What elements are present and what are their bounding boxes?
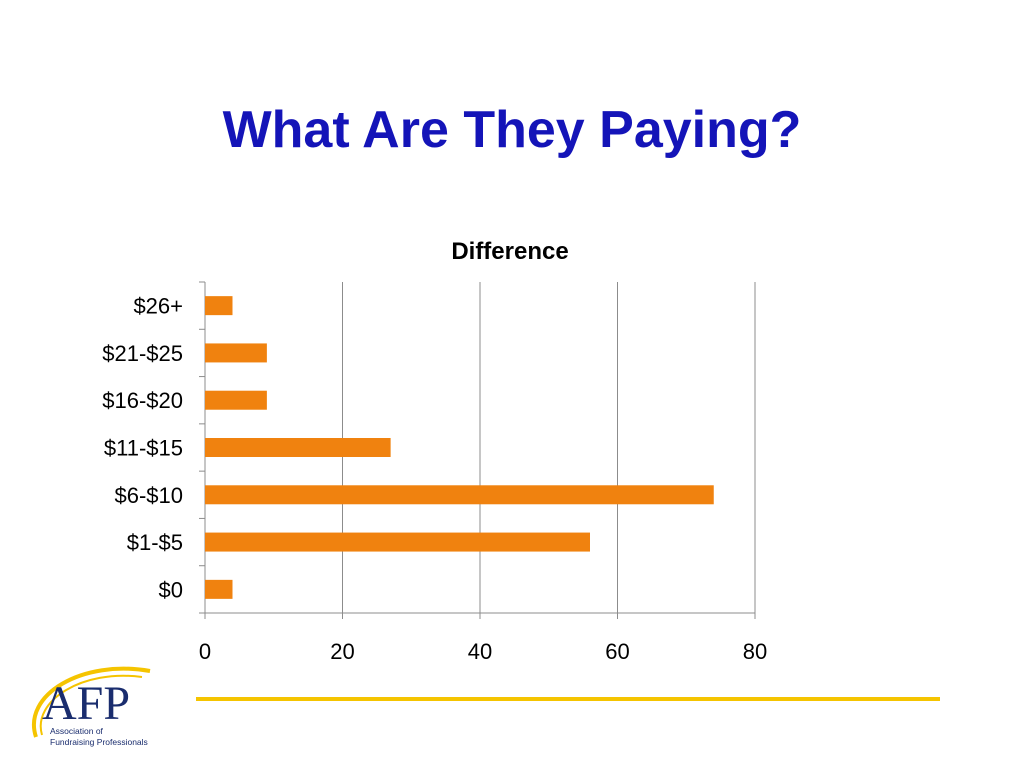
chart-title: Difference xyxy=(451,238,568,265)
bar-1 xyxy=(205,532,590,552)
x-tick-label-3: 60 xyxy=(605,639,629,664)
x-tick-label-4: 80 xyxy=(743,639,767,664)
logo-arc xyxy=(32,666,151,738)
x-tick-label-1: 20 xyxy=(330,639,354,664)
slide-title: What Are They Paying? xyxy=(222,101,802,159)
chart-x-tick-labels: 0 20 40 60 80 xyxy=(199,639,767,664)
category-label-4: $16-$20 xyxy=(102,388,183,413)
category-label-0: $0 xyxy=(159,577,183,602)
bar-3 xyxy=(205,438,391,457)
logo-wordmark: AFP xyxy=(42,677,130,730)
category-label-2: $6-$10 xyxy=(114,483,183,508)
bar-0 xyxy=(205,579,233,599)
x-tick-label-2: 40 xyxy=(468,639,492,664)
chart-bars xyxy=(205,296,714,599)
afp-logo: AFP Association of Fundraising Professio… xyxy=(32,666,151,747)
chart-category-labels: $0 $1-$5 $6-$10 $11-$15 $16-$20 $21-$25 $26+ xyxy=(102,294,183,603)
chart-axes xyxy=(199,281,756,619)
bar-6 xyxy=(205,296,233,316)
logo-arc-inner xyxy=(39,674,143,736)
chart-gridlines xyxy=(342,282,756,613)
category-label-1: $1-$5 xyxy=(127,530,183,555)
category-label-5: $21-$25 xyxy=(102,341,183,366)
category-label-3: $11-$15 xyxy=(104,436,183,461)
bar-4 xyxy=(205,390,267,410)
bar-2 xyxy=(205,485,714,505)
bar-5 xyxy=(205,343,267,363)
footer-divider-line xyxy=(196,697,940,701)
logo-subtitle-line1: Association of xyxy=(50,726,104,736)
logo-subtitle-line2: Fundraising Professionals xyxy=(50,737,148,747)
x-tick-label-0: 0 xyxy=(199,639,211,664)
category-label-6: $26+ xyxy=(133,294,183,319)
